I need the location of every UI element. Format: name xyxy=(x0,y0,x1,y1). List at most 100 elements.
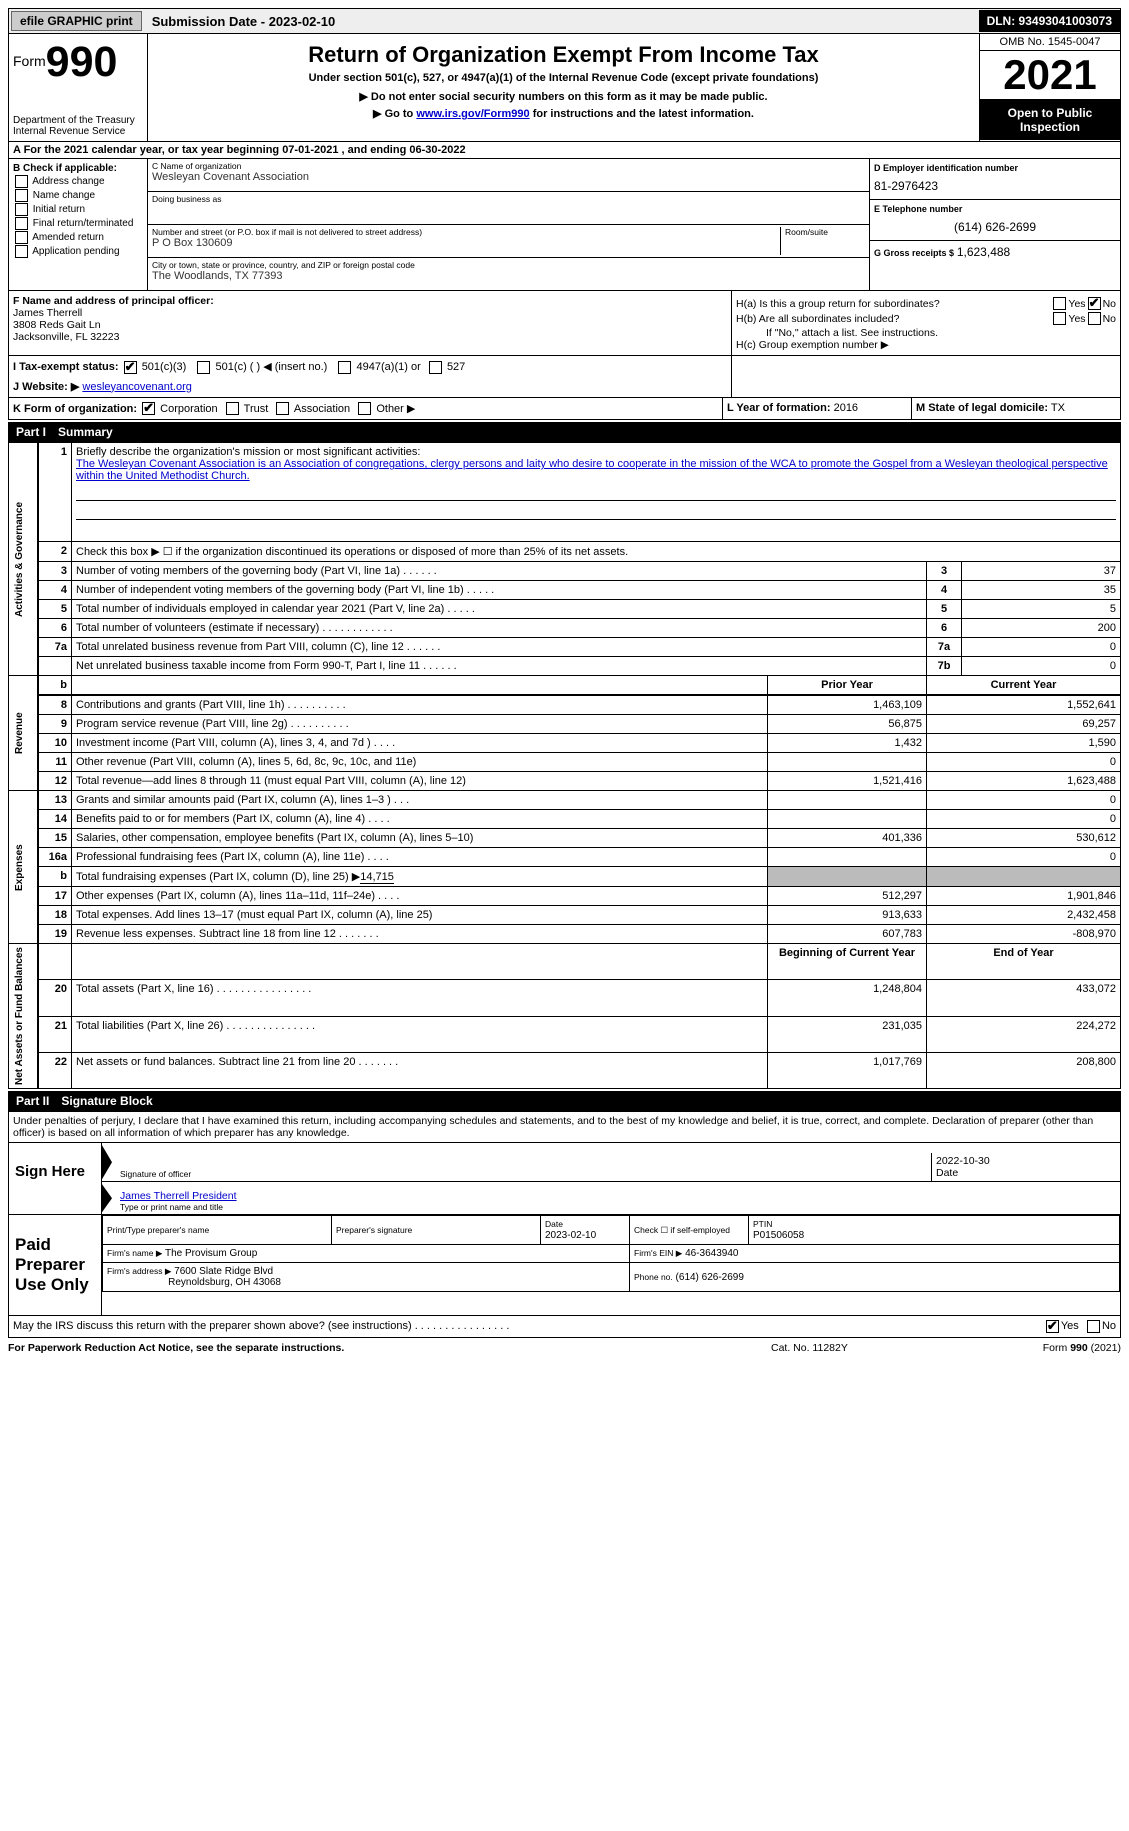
ha-yes-lbl: Yes xyxy=(1068,298,1085,310)
chk-name-change[interactable] xyxy=(15,189,28,202)
sign-here-label: Sign Here xyxy=(9,1143,102,1214)
year-formation-value: 2016 xyxy=(834,402,858,414)
ha-yes[interactable] xyxy=(1053,297,1066,310)
sig-officer-label: Signature of officer xyxy=(120,1169,927,1179)
city-value: The Woodlands, TX 77393 xyxy=(152,270,865,282)
chk-assoc[interactable] xyxy=(276,402,289,415)
firm-addr-val2: Reynoldsburg, OH 43068 xyxy=(168,1277,281,1288)
pt-ptin-val: P01506058 xyxy=(753,1230,804,1241)
line3: Number of voting members of the governin… xyxy=(76,565,400,577)
lbl-trust: Trust xyxy=(244,403,269,415)
penalties-text: Under penalties of perjury, I declare th… xyxy=(8,1111,1121,1143)
chk-527[interactable] xyxy=(429,361,442,374)
row-a-period: A For the 2021 calendar year, or tax yea… xyxy=(8,142,1121,159)
goto-pre: ▶ Go to xyxy=(373,108,416,120)
tel-value: (614) 626-2699 xyxy=(874,220,1116,234)
cat-no: Cat. No. 11282Y xyxy=(771,1342,971,1354)
chk-amended-return[interactable] xyxy=(15,231,28,244)
chk-501c[interactable] xyxy=(197,361,210,374)
hb-no[interactable] xyxy=(1088,312,1101,325)
submission-date: Submission Date - 2023-02-10 xyxy=(144,12,344,31)
lbl-501c3: 501(c)(3) xyxy=(142,361,187,373)
c11: 0 xyxy=(927,753,1121,772)
lbl-amended-return: Amended return xyxy=(32,232,104,243)
pt-date-val: 2023-02-10 xyxy=(545,1230,596,1241)
website-link[interactable]: wesleyancovenant.org xyxy=(82,381,191,393)
discuss-no[interactable] xyxy=(1087,1320,1100,1333)
chk-501c3[interactable] xyxy=(124,361,137,374)
c19: -808,970 xyxy=(927,925,1121,944)
top-bar: efile GRAPHIC print Submission Date - 20… xyxy=(8,8,1121,34)
line16b-val: 14,715 xyxy=(360,871,394,884)
line15: Salaries, other compensation, employee b… xyxy=(76,832,473,844)
c22: 208,800 xyxy=(927,1052,1121,1088)
chk-4947[interactable] xyxy=(338,361,351,374)
line19: Revenue less expenses. Subtract line 18 … xyxy=(76,928,336,940)
side-expenses: Expenses xyxy=(9,791,39,944)
p21: 231,035 xyxy=(768,1016,927,1052)
v7b: 0 xyxy=(962,657,1121,676)
ein-value: 81-2976423 xyxy=(874,179,1116,193)
line2: Check this box ▶ ☐ if the organization d… xyxy=(72,542,1121,562)
p15: 401,336 xyxy=(768,829,927,848)
c13: 0 xyxy=(927,791,1121,810)
hb-yes-lbl: Yes xyxy=(1068,313,1085,325)
tax-year: 2021 xyxy=(980,51,1120,100)
org-name-value: Wesleyan Covenant Association xyxy=(152,171,865,183)
line9: Program service revenue (Part VIII, line… xyxy=(76,718,288,730)
line20: Total assets (Part X, line 16) xyxy=(76,983,214,995)
chk-corp[interactable] xyxy=(142,402,155,415)
p20: 1,248,804 xyxy=(768,980,927,1016)
chk-other[interactable] xyxy=(358,402,371,415)
org-name-label: C Name of organization xyxy=(152,161,865,171)
ha-label: H(a) Is this a group return for subordin… xyxy=(736,298,1051,310)
lbl-initial-return: Initial return xyxy=(33,204,85,215)
chk-trust[interactable] xyxy=(226,402,239,415)
room-label: Room/suite xyxy=(785,227,865,237)
city-label: City or town, state or province, country… xyxy=(152,260,865,270)
c9: 69,257 xyxy=(927,715,1121,734)
summary-table: Activities & Governance 1 Briefly descri… xyxy=(8,442,1121,1089)
p13 xyxy=(768,791,927,810)
hb-note: If "No," attach a list. See instructions… xyxy=(736,327,1116,339)
lbl-final-return: Final return/terminated xyxy=(33,218,134,229)
firm-ein-lbl: Firm's EIN ▶ xyxy=(634,1248,682,1258)
street-label: Number and street (or P.O. box if mail i… xyxy=(152,227,776,237)
firm-name-val: The Provisum Group xyxy=(165,1248,257,1259)
end-year-header: End of Year xyxy=(927,944,1121,980)
dba-label: Doing business as xyxy=(152,194,865,204)
chk-final-return[interactable] xyxy=(15,217,28,230)
part1-header: Part I Summary xyxy=(8,422,1121,442)
p14 xyxy=(768,810,927,829)
lbl-corp: Corporation xyxy=(160,403,217,415)
preparer-table: Print/Type preparer's name Preparer's si… xyxy=(102,1215,1120,1292)
discuss-label: May the IRS discuss this return with the… xyxy=(13,1320,1044,1333)
name-title-label: Type or print name and title xyxy=(120,1202,1116,1212)
hb-yes[interactable] xyxy=(1053,312,1066,325)
chk-application-pending[interactable] xyxy=(15,245,28,258)
ha-no[interactable] xyxy=(1088,297,1101,310)
form-subtitle: Under section 501(c), 527, or 4947(a)(1)… xyxy=(152,72,975,84)
year-formation-label: L Year of formation: xyxy=(727,402,831,414)
c10: 1,590 xyxy=(927,734,1121,753)
phone-val: (614) 626-2699 xyxy=(676,1272,744,1283)
line4: Number of independent voting members of … xyxy=(76,584,464,596)
efile-print-button[interactable]: efile GRAPHIC print xyxy=(11,11,142,31)
chk-address-change[interactable] xyxy=(15,175,28,188)
col-b-label: B Check if applicable: xyxy=(13,163,143,174)
form-number: 990 xyxy=(46,38,118,86)
v6: 200 xyxy=(962,619,1121,638)
line21: Total liabilities (Part X, line 26) xyxy=(76,1020,223,1032)
ein-label: D Employer identification number xyxy=(874,163,1116,173)
firm-name-lbl: Firm's name ▶ xyxy=(107,1248,162,1258)
tel-label: E Telephone number xyxy=(874,204,1116,214)
side-net-assets: Net Assets or Fund Balances xyxy=(9,944,39,1089)
state-domicile-value: TX xyxy=(1051,402,1065,414)
irs-link[interactable]: www.irs.gov/Form990 xyxy=(416,108,529,120)
chk-initial-return[interactable] xyxy=(15,203,28,216)
p12: 1,521,416 xyxy=(768,772,927,791)
discuss-yes[interactable] xyxy=(1046,1320,1059,1333)
side-revenue: Revenue xyxy=(9,676,39,791)
gross-value: 1,623,488 xyxy=(957,245,1010,259)
gross-label: G Gross receipts $ xyxy=(874,248,954,258)
